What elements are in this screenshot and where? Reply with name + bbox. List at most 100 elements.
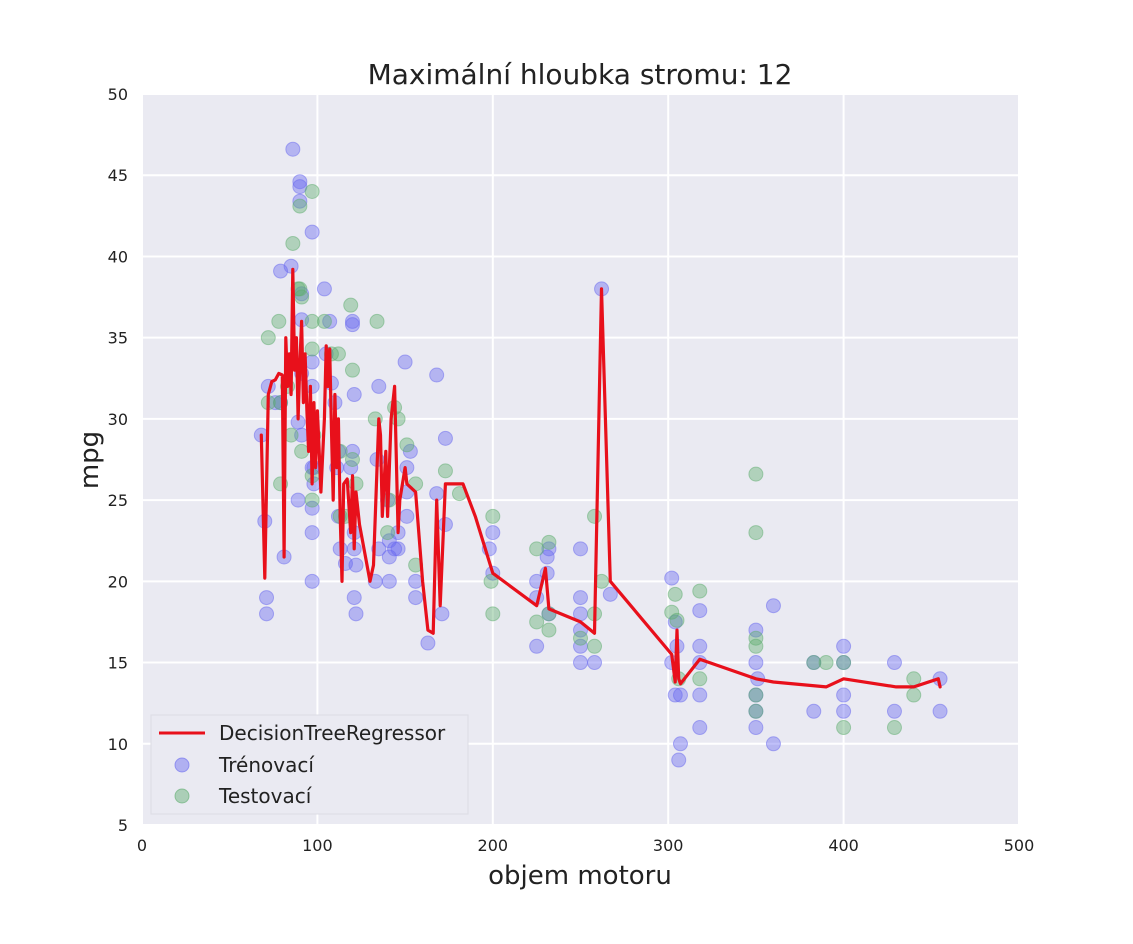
train-point	[346, 387, 362, 403]
train-point	[408, 573, 424, 589]
data-marks	[253, 141, 948, 768]
train-point	[748, 622, 764, 638]
test-point	[692, 583, 708, 599]
tick-labels: 0 100 200 300 400 500 5 10 15 20 25 30 35 40 45 50	[108, 85, 1035, 855]
test-point	[330, 346, 346, 362]
legend-label-test: Testovací	[218, 784, 313, 808]
train-point	[765, 736, 781, 752]
train-point	[573, 655, 588, 671]
test-point	[344, 362, 360, 378]
legend-test-marker	[174, 788, 190, 804]
test-point	[587, 638, 603, 654]
y-tick-label: 35	[108, 329, 128, 348]
train-point	[304, 224, 320, 240]
train-point	[344, 443, 360, 459]
plot-background	[142, 94, 1019, 825]
train-point	[429, 367, 445, 383]
test-point	[541, 622, 557, 638]
train-point	[387, 541, 403, 557]
x-tick-label: 400	[828, 836, 859, 855]
train-point	[806, 703, 822, 719]
test-point	[344, 452, 360, 467]
test-point	[343, 297, 359, 313]
train-point	[344, 317, 360, 333]
test-point	[748, 525, 764, 541]
legend-label-line: DecisionTreeRegressor	[219, 721, 446, 745]
x-tick-label: 200	[478, 836, 509, 855]
train-point	[304, 500, 320, 516]
test-point	[271, 313, 287, 329]
test-point	[748, 638, 764, 654]
test-point	[748, 703, 764, 719]
test-point	[906, 687, 922, 703]
test-point	[285, 235, 301, 251]
train-point	[437, 430, 453, 446]
train-point	[485, 525, 501, 541]
train-point	[304, 525, 320, 541]
train-point	[322, 313, 338, 329]
train-point	[886, 703, 902, 719]
train-point	[692, 687, 708, 703]
train-point	[259, 590, 275, 606]
x-tick-label: 0	[137, 836, 147, 855]
y-tick-label: 50	[108, 85, 128, 104]
test-point	[304, 492, 320, 508]
train-point	[748, 655, 764, 671]
test-point	[818, 655, 834, 671]
train-point	[292, 193, 308, 209]
test-point	[292, 198, 308, 214]
train-point	[304, 573, 320, 589]
y-tick-label: 5	[118, 816, 128, 835]
y-axis-label: mpg	[75, 431, 105, 489]
regressor-line	[259, 267, 942, 689]
train-point	[434, 606, 450, 622]
test-point	[485, 508, 501, 524]
test-point	[260, 330, 276, 346]
train-point	[836, 687, 852, 703]
y-tick-label: 20	[108, 572, 128, 591]
test-point	[587, 508, 603, 524]
test-point	[573, 630, 588, 646]
train-point	[292, 174, 308, 190]
train-point	[344, 313, 360, 329]
y-tick-label: 45	[108, 166, 128, 185]
test-point	[541, 534, 557, 550]
y-tick-label: 10	[108, 735, 128, 754]
train-point	[397, 354, 413, 370]
train-point	[886, 655, 902, 671]
train-point	[602, 586, 618, 602]
test-point	[485, 606, 501, 622]
test-point	[380, 525, 396, 541]
chart-title: Maximální hloubka stromu: 12	[368, 58, 793, 91]
train-point	[285, 141, 301, 157]
train-point	[671, 752, 687, 768]
train-point	[573, 590, 588, 606]
train-point	[381, 573, 397, 589]
test-point	[836, 720, 852, 736]
train-point	[348, 606, 364, 622]
train-point	[836, 638, 852, 654]
train-point	[408, 590, 424, 606]
train-point	[573, 541, 588, 557]
test-point	[692, 671, 708, 687]
train-point	[932, 703, 948, 719]
test-point	[316, 313, 332, 329]
train-point	[672, 736, 688, 752]
legend: DecisionTreeRegressor Trénovací Testovac…	[150, 714, 469, 815]
train-point	[692, 720, 708, 736]
test-point	[748, 630, 764, 646]
train-point	[420, 635, 436, 651]
test-point	[748, 687, 764, 703]
y-tick-label: 40	[108, 247, 128, 266]
test-point	[886, 720, 902, 736]
test-point	[669, 612, 685, 628]
train-point	[836, 703, 852, 719]
train-point	[667, 687, 683, 703]
train-point	[346, 590, 362, 606]
train-point	[283, 258, 299, 274]
test-point	[369, 313, 385, 329]
train-point	[672, 687, 688, 703]
test-point	[399, 437, 415, 453]
y-tick-label: 15	[108, 654, 128, 673]
